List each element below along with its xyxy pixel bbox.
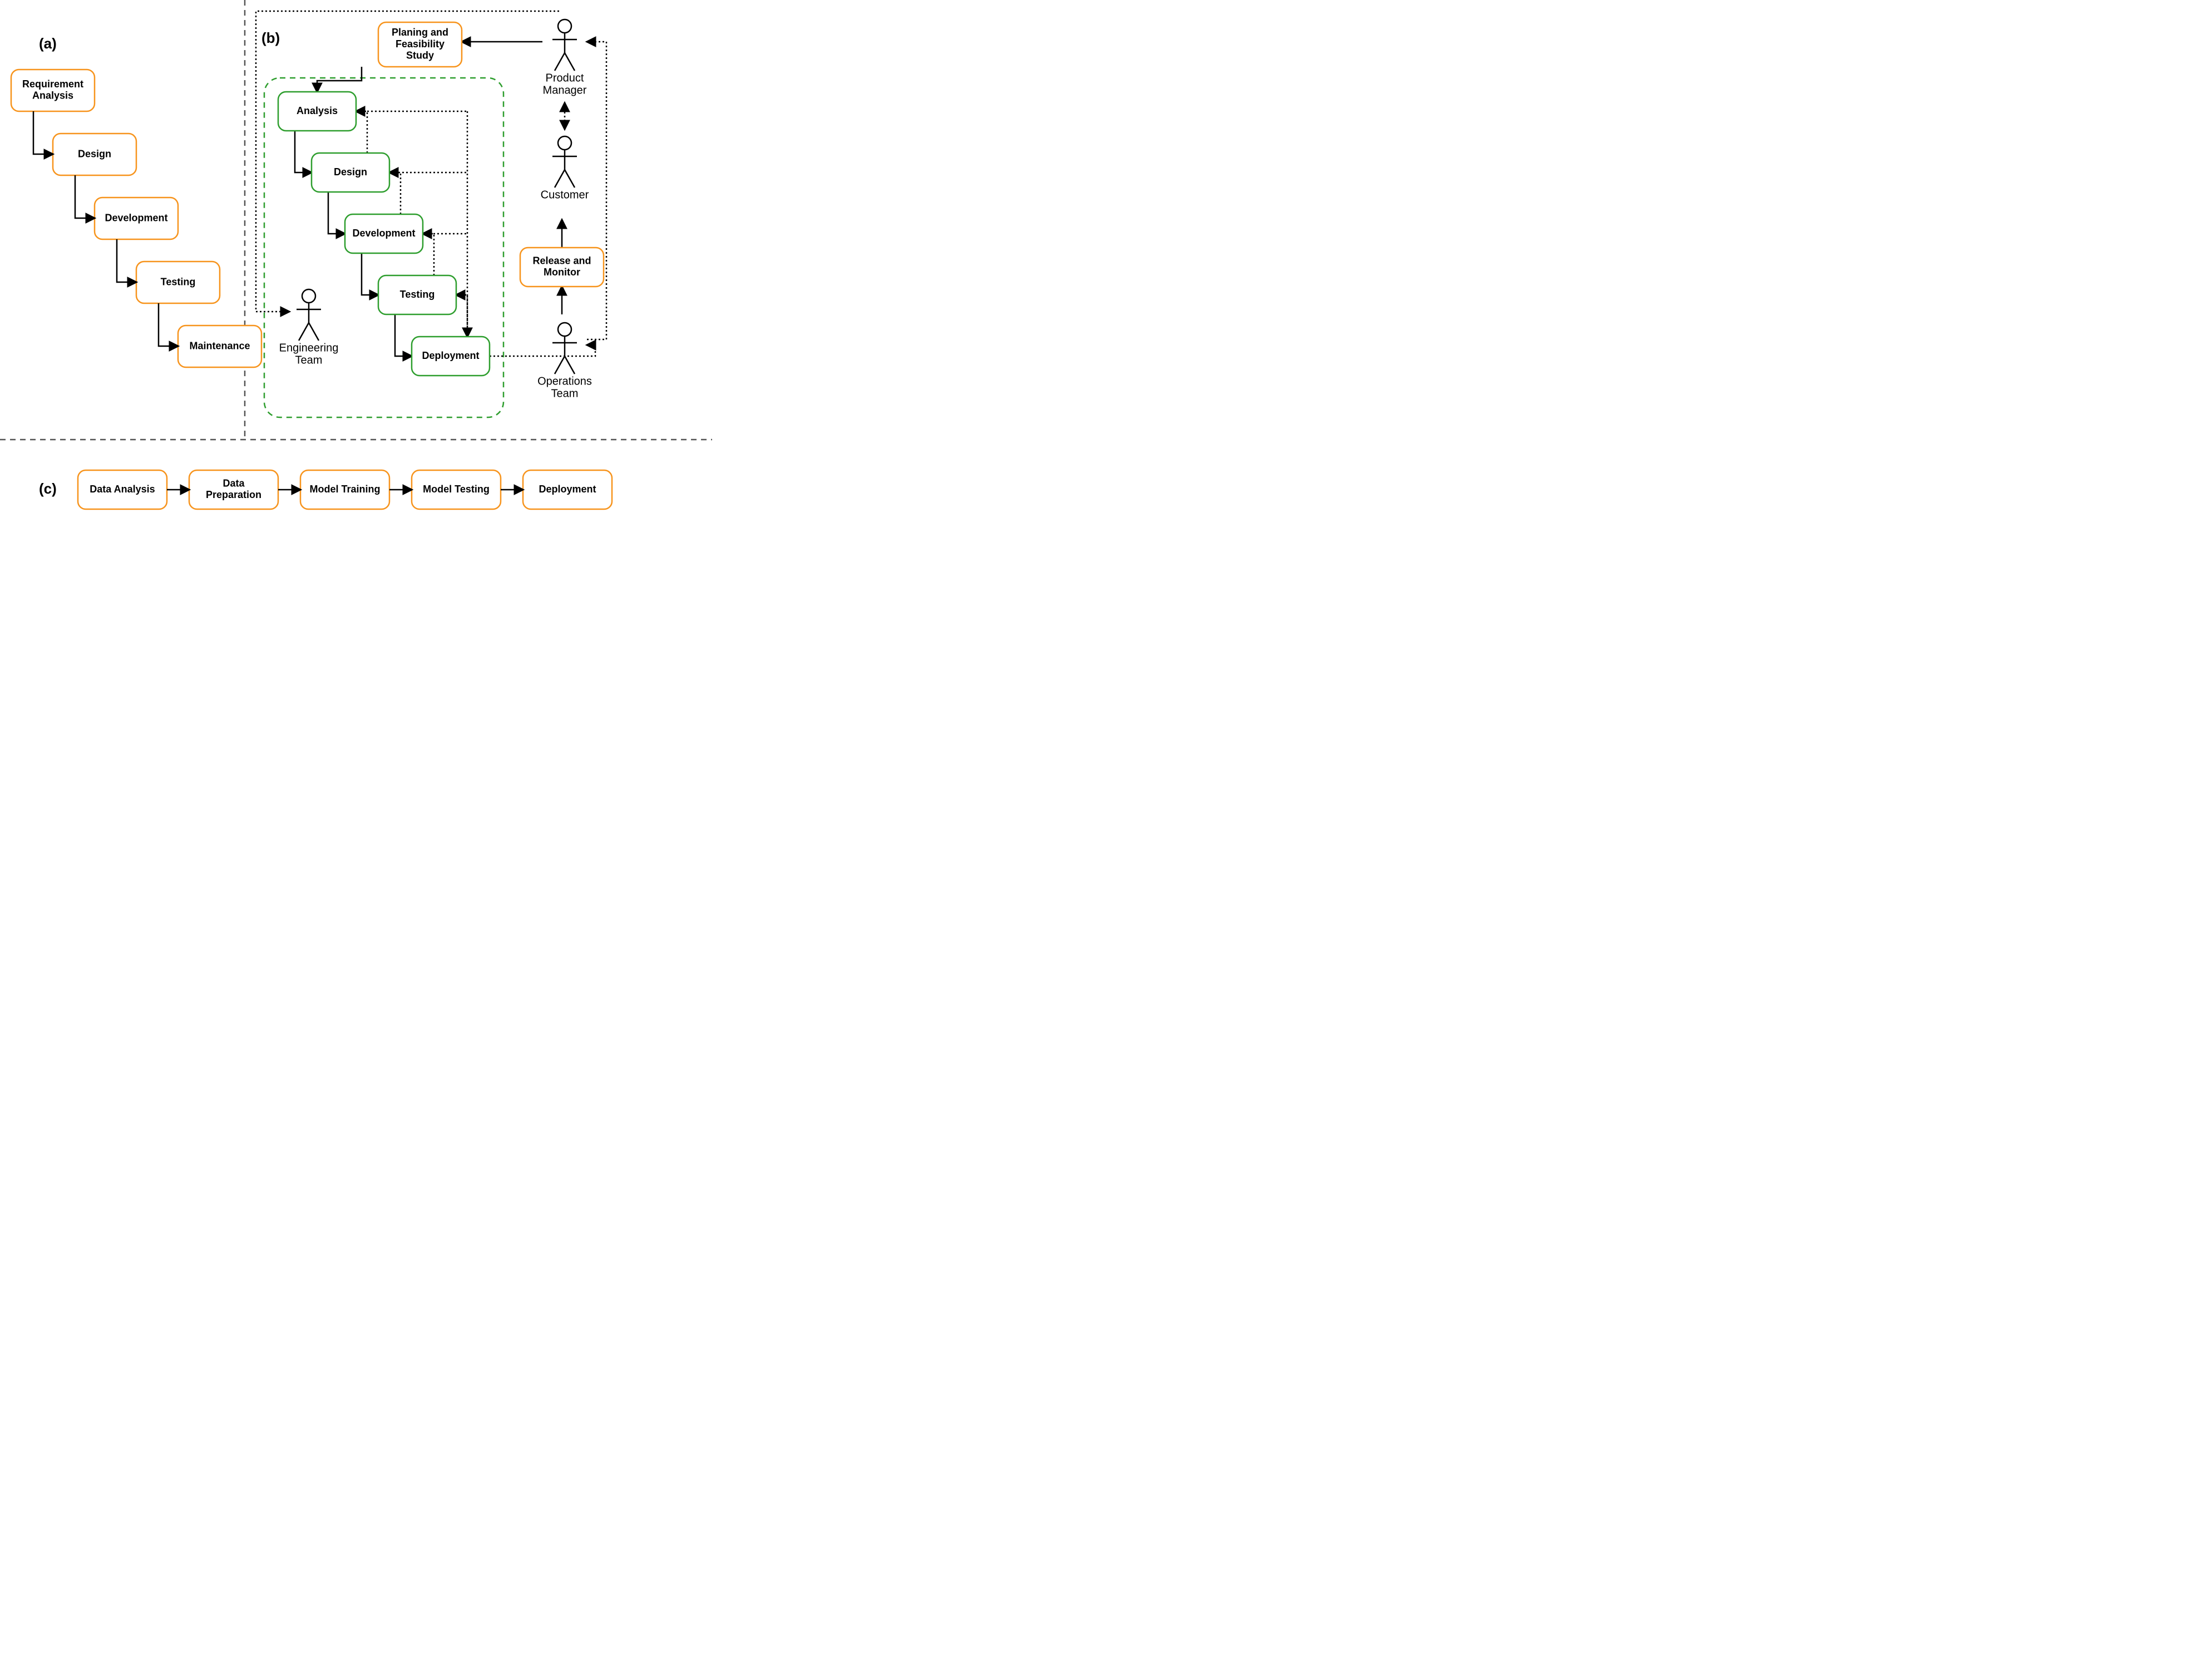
actor-pm: ProductManager: [543, 19, 587, 97]
actor-label-ops: Operations: [537, 376, 592, 388]
box-label-a2: Design: [78, 148, 111, 159]
panel-label-c: (c): [39, 480, 57, 497]
box-label-c2: Data: [223, 477, 245, 489]
box-c1: Data Analysis: [78, 470, 167, 509]
box-label-a5: Maintenance: [189, 340, 250, 351]
edge: [33, 111, 53, 154]
box-label-bp: Study: [406, 50, 434, 61]
edge: [395, 314, 412, 356]
box-label-b4: Testing: [400, 289, 435, 300]
box-label-b2: Design: [334, 166, 367, 178]
actor-label-cus: Customer: [541, 189, 589, 201]
box-label-c1: Data Analysis: [90, 484, 155, 495]
edge: [295, 131, 312, 172]
edge: [456, 295, 467, 337]
actor-label-eng: Engineering: [279, 342, 339, 354]
edge: [356, 111, 367, 153]
actor-label-pm: Manager: [543, 85, 587, 97]
box-c5: Deployment: [523, 470, 612, 509]
edge: [159, 303, 178, 346]
actor-label-ops: Team: [551, 388, 579, 400]
box-b3: Development: [345, 214, 423, 253]
box-label-bp: Feasibility: [396, 38, 445, 50]
box-a5: Maintenance: [178, 326, 261, 367]
edge: [490, 345, 595, 356]
edge: [362, 253, 378, 295]
box-label-c2: Preparation: [206, 489, 261, 500]
box-label-c3: Model Training: [309, 484, 380, 495]
box-a4: Testing: [136, 262, 220, 303]
box-label-b1: Analysis: [297, 105, 338, 116]
edge: [328, 192, 345, 234]
edge: [423, 234, 434, 275]
edge: [587, 42, 606, 339]
box-a3: Development: [95, 198, 178, 239]
edge: [75, 175, 95, 218]
box-label-c4: Model Testing: [423, 484, 490, 495]
box-label-a1: Analysis: [32, 90, 73, 101]
box-br: Release andMonitor: [520, 248, 604, 287]
actor-cus: Customer: [541, 136, 589, 201]
diagram-canvas: (a)(b)(c)RequirementAnalysisDesignDevelo…: [0, 0, 712, 534]
box-a2: Design: [53, 134, 136, 175]
box-b2: Design: [312, 153, 389, 192]
box-b4: Testing: [378, 275, 456, 314]
actor-label-pm: Product: [546, 72, 584, 85]
panel-label-a: (a): [39, 35, 57, 52]
actor-eng: EngineeringTeam: [279, 289, 339, 367]
box-label-br: Release and: [532, 255, 591, 266]
box-a1: RequirementAnalysis: [11, 70, 95, 111]
box-label-b3: Development: [352, 228, 415, 239]
box-b5: Deployment: [412, 337, 490, 376]
box-c4: Model Testing: [412, 470, 501, 509]
box-label-b5: Deployment: [422, 350, 479, 361]
edge: [389, 172, 401, 214]
edge: [317, 67, 362, 92]
edge: [117, 239, 136, 282]
box-label-a3: Development: [105, 212, 167, 223]
box-label-br: Monitor: [544, 267, 580, 278]
box-label-a1: Requirement: [22, 78, 83, 90]
box-bp: Planing andFeasibilityStudy: [378, 22, 462, 67]
panel-label-b: (b): [261, 29, 280, 46]
actor-ops: OperationsTeam: [537, 323, 592, 400]
box-b1: Analysis: [278, 92, 356, 131]
box-label-a4: Testing: [161, 276, 196, 287]
box-label-c5: Deployment: [539, 484, 596, 495]
box-c3: Model Training: [300, 470, 389, 509]
actor-label-eng: Team: [295, 354, 323, 367]
box-c2: DataPreparation: [189, 470, 278, 509]
box-label-bp: Planing and: [392, 27, 448, 38]
